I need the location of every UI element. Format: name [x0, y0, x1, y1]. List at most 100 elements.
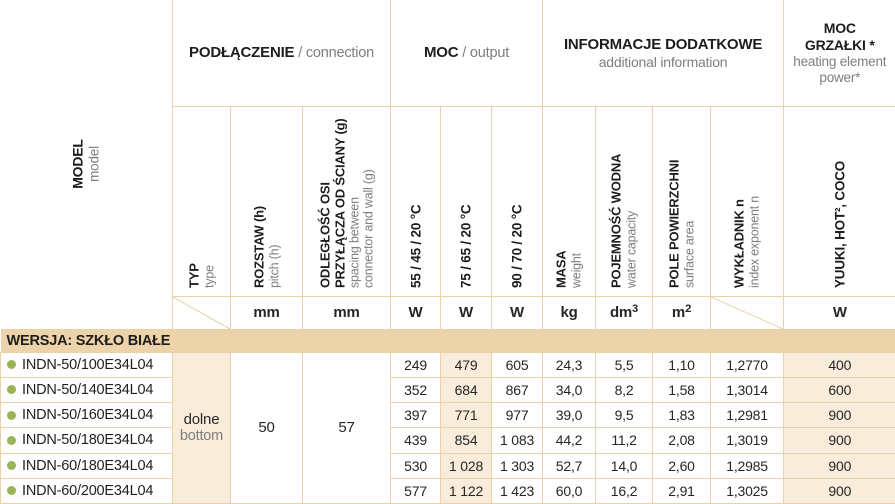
- unit-dm-sup: 3: [632, 303, 639, 316]
- col-header-spacing: ODLEGŁOŚĆ OSI PRZYŁĄCZA OD ŚCIANY (g) sp…: [301, 105, 392, 297]
- header-heater-pl: MOC GRZAŁKI *: [804, 20, 875, 54]
- model-cell: INDN-60/200E34L04: [0, 477, 173, 504]
- value-cell: 2,60: [652, 452, 712, 479]
- value-cell: 854: [440, 427, 493, 454]
- unit-output-55: W: [390, 295, 442, 330]
- value-cell: 352: [390, 376, 442, 404]
- value-cell: 2,91: [652, 477, 712, 504]
- value-cell: 1,58: [652, 376, 712, 404]
- header-output-en: / output: [458, 45, 510, 62]
- value-cell: 1,2985: [710, 452, 785, 479]
- unit-dm: dm: [609, 304, 633, 322]
- unit-heater-power: W: [783, 295, 895, 330]
- header-additional-info: INFORMACJE DODATKOWE additional informat…: [542, 0, 785, 107]
- unit-output-75: W: [440, 295, 493, 330]
- header-additional-pl: INFORMACJE DODATKOWE: [563, 35, 763, 53]
- col-header-exponent: WYKŁADNIK n index exponent n: [710, 105, 785, 297]
- unit-m-sup: 2: [685, 303, 692, 316]
- value-cell: 2,08: [652, 427, 712, 454]
- value-cell: 1,83: [652, 402, 712, 429]
- spacing-value-cell: 57: [301, 351, 392, 504]
- value-cell: 684: [440, 376, 493, 404]
- green-bullet-icon: [7, 360, 16, 370]
- model-name: INDN-50/140E34L04: [22, 381, 154, 398]
- value-cell: 5,5: [595, 351, 654, 378]
- value-cell: 577: [390, 477, 442, 504]
- col-surface-en: surface area: [681, 220, 696, 288]
- value-cell: 249: [390, 351, 442, 378]
- unit-m: m: [671, 304, 686, 322]
- diagonal-line-icon: [173, 297, 230, 328]
- header-model-text: MODEL model: [69, 4, 102, 324]
- header-additional-en: additional information: [598, 53, 728, 70]
- value-cell: 1,2981: [710, 402, 785, 429]
- col-90-label: 90 / 70 / 20 °C: [509, 204, 525, 288]
- value-cell: 1 122: [440, 477, 493, 504]
- value-cell: 479: [440, 351, 493, 378]
- col-header-surface-area: POLE POWIERZCHNI surface area: [652, 105, 712, 297]
- col-exponent-pl: WYKŁADNIK n: [731, 199, 747, 288]
- value-cell: 400: [783, 351, 895, 378]
- col-type-pl: TYP: [186, 263, 202, 288]
- unit-surface-area: m2: [652, 295, 712, 330]
- value-cell: 397: [390, 402, 442, 429]
- value-cell: 867: [491, 376, 544, 404]
- header-heater-en: heating element power*: [793, 54, 887, 85]
- value-cell: 1,10: [652, 351, 712, 378]
- col-weight-en: weight: [569, 253, 584, 288]
- value-cell: 11,2: [595, 427, 654, 454]
- value-cell: 9,5: [595, 402, 654, 429]
- col-header-output-55: 55 / 45 / 20 °C: [390, 105, 442, 297]
- header-output-pl: MOC: [424, 44, 459, 62]
- header-output: MOC / output: [390, 0, 544, 107]
- col-75-label: 75 / 65 / 20 °C: [458, 204, 474, 288]
- value-cell: 8,2: [595, 376, 654, 404]
- green-bullet-icon: [7, 461, 16, 471]
- value-cell: 600: [783, 376, 895, 404]
- value-cell: 1,3019: [710, 427, 785, 454]
- value-cell: 900: [783, 427, 895, 454]
- model-name: INDN-50/160E34L04: [22, 407, 154, 424]
- value-cell: 1,3025: [710, 477, 785, 504]
- col-header-pitch: ROZSTAW (h) pitch (h): [230, 105, 303, 297]
- col-surface-pl: POLE POWIERZCHNI: [666, 159, 682, 288]
- green-bullet-icon: [7, 410, 16, 420]
- col-capacity-en: water capacity: [624, 210, 639, 288]
- col-spacing-en: spacing between connector and wall (g): [347, 169, 376, 288]
- pitch-value-cell: 50: [230, 351, 303, 504]
- value-cell: 14,0: [595, 452, 654, 479]
- header-model-pl: MODEL: [69, 139, 86, 190]
- unit-exponent-diagonal: [710, 295, 785, 330]
- model-cell: INDN-50/160E34L04: [0, 402, 173, 429]
- col-header-weight: MASA weight: [542, 105, 597, 297]
- model-cell: INDN-60/180E34L04: [0, 452, 173, 479]
- header-heating-element: MOC GRZAŁKI * heating element power*: [783, 0, 895, 107]
- section-title-version: WERSJA: SZKŁO BIAŁE: [0, 328, 895, 353]
- green-bullet-icon: [7, 385, 16, 395]
- value-cell: 900: [783, 452, 895, 479]
- model-name: INDN-60/200E34L04: [22, 482, 154, 499]
- unit-weight: kg: [542, 295, 597, 330]
- model-cell: INDN-50/100E34L04: [0, 351, 173, 378]
- value-cell: 1 303: [491, 452, 544, 479]
- value-cell: 771: [440, 402, 493, 429]
- green-bullet-icon: [7, 435, 16, 445]
- value-cell: 44,2: [542, 427, 597, 454]
- green-bullet-icon: [7, 486, 16, 496]
- value-cell: 1 028: [440, 452, 493, 479]
- value-cell: 24,3: [542, 351, 597, 378]
- unit-type-diagonal: [172, 295, 231, 330]
- value-cell: 60,0: [542, 477, 597, 504]
- model-name: INDN-50/100E34L04: [22, 356, 154, 373]
- col-spacing-pl: ODLEGŁOŚĆ OSI PRZYŁĄCZA OD ŚCIANY (g): [316, 118, 347, 288]
- connection-type-cell: dolne bottom: [172, 351, 231, 504]
- col-exponent-en: index exponent n: [747, 195, 762, 288]
- connection-type-en: bottom: [179, 428, 224, 445]
- header-connection-en: / connection: [294, 45, 374, 62]
- connection-type-pl: dolne: [183, 410, 220, 428]
- value-cell: 439: [390, 427, 442, 454]
- value-cell: 1 423: [491, 477, 544, 504]
- value-cell: 16,2: [595, 477, 654, 504]
- col-pitch-pl: ROZSTAW (h): [251, 205, 267, 288]
